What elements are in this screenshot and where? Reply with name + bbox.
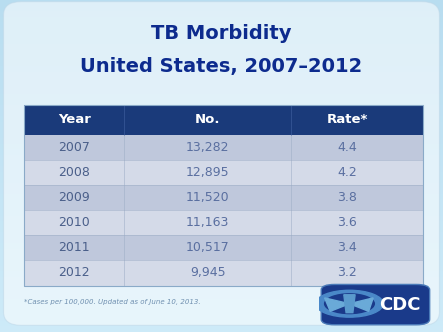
Bar <box>0 28 443 33</box>
Bar <box>0 55 443 61</box>
Text: 3.2: 3.2 <box>338 267 357 280</box>
Bar <box>0 0 443 6</box>
Text: 2011: 2011 <box>58 241 90 254</box>
FancyBboxPatch shape <box>321 285 430 325</box>
Text: 2007: 2007 <box>58 141 90 154</box>
Bar <box>0 315 443 321</box>
Text: 12,895: 12,895 <box>186 166 229 179</box>
Bar <box>0 138 443 144</box>
Bar <box>0 299 443 304</box>
Bar <box>0 149 443 155</box>
Bar <box>0 293 443 299</box>
Text: 3.6: 3.6 <box>338 216 357 229</box>
Bar <box>0 50 443 55</box>
Polygon shape <box>325 298 350 311</box>
Bar <box>0 89 443 94</box>
Text: 2012: 2012 <box>58 267 90 280</box>
Text: 4.2: 4.2 <box>338 166 357 179</box>
Bar <box>0 271 443 277</box>
Bar <box>0 160 443 166</box>
Bar <box>0 199 443 205</box>
Bar <box>0 205 443 210</box>
Bar <box>0 194 443 199</box>
Bar <box>0 33 443 39</box>
Bar <box>0 94 443 100</box>
Bar <box>0 210 443 216</box>
Bar <box>0 255 443 260</box>
Bar <box>0 17 443 22</box>
Bar <box>0 155 443 160</box>
Bar <box>0 77 443 83</box>
Bar <box>0 177 443 183</box>
Bar <box>0 61 443 66</box>
Text: 9,945: 9,945 <box>190 267 225 280</box>
Bar <box>0 221 443 227</box>
Bar <box>0 260 443 266</box>
Text: 10,517: 10,517 <box>186 241 229 254</box>
Polygon shape <box>344 295 355 313</box>
Circle shape <box>315 290 383 317</box>
Text: 3.4: 3.4 <box>338 241 357 254</box>
Bar <box>0 66 443 72</box>
Bar <box>0 304 443 310</box>
Bar <box>0 243 443 249</box>
Bar <box>0 326 443 332</box>
Text: 13,282: 13,282 <box>186 141 229 154</box>
Text: Rate*: Rate* <box>326 113 368 126</box>
Bar <box>0 44 443 50</box>
Text: 11,163: 11,163 <box>186 216 229 229</box>
Bar <box>0 310 443 315</box>
FancyBboxPatch shape <box>24 135 423 160</box>
Polygon shape <box>350 298 373 311</box>
Text: 11,520: 11,520 <box>186 191 229 204</box>
Text: *Cases per 100,000. Updated as of June 10, 2013.: *Cases per 100,000. Updated as of June 1… <box>24 299 201 305</box>
Text: CDC: CDC <box>380 295 421 314</box>
Circle shape <box>325 294 374 313</box>
Bar <box>0 188 443 194</box>
Bar <box>0 116 443 122</box>
Bar <box>0 133 443 138</box>
Bar <box>0 321 443 326</box>
Bar <box>0 100 443 105</box>
Bar <box>0 111 443 116</box>
Bar <box>0 39 443 44</box>
FancyBboxPatch shape <box>24 160 423 185</box>
Text: 2008: 2008 <box>58 166 90 179</box>
Bar <box>0 249 443 255</box>
Bar <box>0 83 443 89</box>
Bar <box>0 122 443 127</box>
Text: TB Morbidity: TB Morbidity <box>151 24 292 43</box>
Text: 2009: 2009 <box>58 191 90 204</box>
Bar <box>0 288 443 293</box>
Text: Year: Year <box>58 113 91 126</box>
Bar <box>0 232 443 238</box>
Bar <box>0 266 443 271</box>
FancyBboxPatch shape <box>24 235 423 260</box>
Bar <box>0 277 443 282</box>
Bar <box>0 105 443 111</box>
FancyBboxPatch shape <box>24 260 423 286</box>
Bar <box>0 227 443 232</box>
Bar <box>0 166 443 172</box>
Bar <box>0 11 443 17</box>
Bar <box>0 22 443 28</box>
Text: 4.4: 4.4 <box>338 141 357 154</box>
Bar <box>0 127 443 133</box>
FancyBboxPatch shape <box>24 185 423 210</box>
Bar <box>0 6 443 11</box>
Bar <box>0 183 443 188</box>
Bar <box>0 216 443 221</box>
FancyBboxPatch shape <box>4 2 439 325</box>
Bar <box>0 238 443 243</box>
Text: 2010: 2010 <box>58 216 90 229</box>
Text: United States, 2007–2012: United States, 2007–2012 <box>80 57 363 76</box>
Bar <box>0 172 443 177</box>
Bar <box>0 72 443 77</box>
Bar <box>0 282 443 288</box>
FancyBboxPatch shape <box>24 210 423 235</box>
Text: No.: No. <box>195 113 221 126</box>
Text: 3.8: 3.8 <box>338 191 357 204</box>
FancyBboxPatch shape <box>24 105 423 135</box>
Bar <box>0 144 443 149</box>
